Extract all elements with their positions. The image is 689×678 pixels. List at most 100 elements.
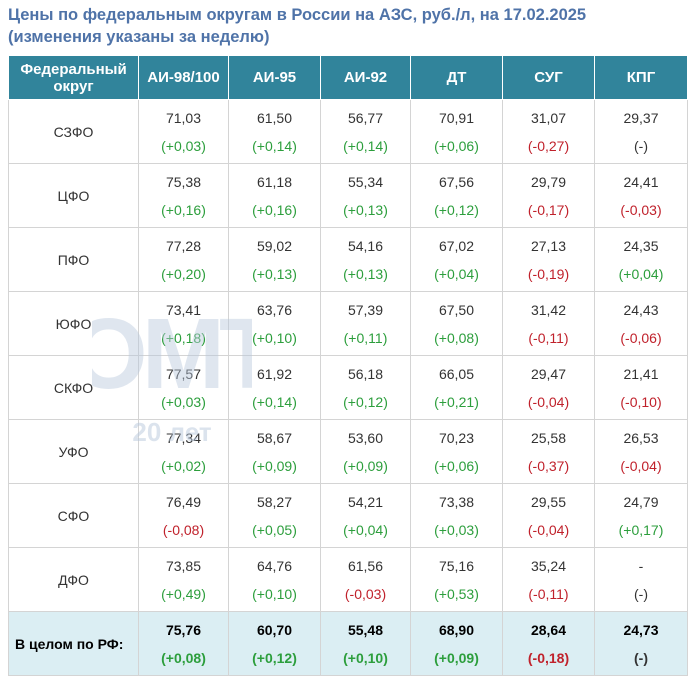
- price-value: 67,02: [438, 237, 475, 254]
- title-line-1: Цены по федеральным округам в России на …: [8, 6, 587, 24]
- price-change: (+0,06): [434, 457, 479, 474]
- price-value: 57,39: [347, 301, 384, 318]
- price-cell: 24,73 (-): [594, 611, 688, 676]
- price-change: (-0,10): [620, 393, 662, 410]
- price-cell: 77,28 (+0,20): [138, 227, 229, 292]
- price-value: 35,24: [530, 557, 567, 574]
- price-change: (+0,12): [252, 649, 297, 666]
- header-kpg: КПГ: [594, 55, 688, 100]
- header-sug: СУГ: [502, 55, 595, 100]
- price-cell: 66,05 (+0,21): [410, 355, 503, 420]
- price-value: 24,35: [623, 237, 659, 254]
- table-row: ПФО 77,28 (+0,20) 59,02 (+0,13) 54,16 (+0,13) 6…: [8, 227, 688, 292]
- page-title: Цены по федеральным округам в России на …: [8, 4, 684, 48]
- price-value: 64,76: [256, 557, 293, 574]
- price-value: 26,53: [623, 429, 659, 446]
- price-cell: 61,50 (+0,14): [228, 99, 321, 164]
- header-ai98: АИ-98/100: [138, 55, 229, 100]
- price-change: (+0,10): [252, 585, 297, 602]
- price-cell: 68,90 (+0,09): [410, 611, 503, 676]
- price-change: (+0,10): [252, 329, 297, 346]
- price-value: 55,48: [347, 621, 384, 638]
- district-name: ЮФО: [8, 291, 139, 356]
- price-cell: 67,50 (+0,08): [410, 291, 503, 356]
- price-change: (-0,04): [620, 457, 662, 474]
- district-name: СЗФО: [8, 99, 139, 164]
- price-cell: 61,56 (-0,03): [320, 547, 411, 612]
- price-cell: 25,58 (-0,37): [502, 419, 595, 484]
- price-cell: 75,38 (+0,16): [138, 163, 229, 228]
- table-row: УФО 77,34 (+0,02) 58,67 (+0,09) 53,60 (+0,09) 7…: [8, 419, 688, 484]
- price-change: (+0,09): [252, 457, 297, 474]
- price-cell: 59,02 (+0,13): [228, 227, 321, 292]
- price-cell: 61,92 (+0,14): [228, 355, 321, 420]
- price-cell: 71,03 (+0,03): [138, 99, 229, 164]
- price-change: (-): [634, 137, 648, 154]
- price-value: 73,38: [438, 493, 475, 510]
- price-change: (+0,14): [343, 137, 388, 154]
- price-value: 24,43: [623, 301, 659, 318]
- price-cell: 26,53 (-0,04): [594, 419, 688, 484]
- price-cell: 77,34 (+0,02): [138, 419, 229, 484]
- price-change: (-0,03): [620, 201, 662, 218]
- price-value: 77,57: [165, 365, 202, 382]
- price-change: (-0,06): [620, 329, 662, 346]
- header-ai95: АИ-95: [228, 55, 321, 100]
- price-change: (-0,37): [527, 457, 570, 474]
- price-change: (+0,04): [618, 265, 664, 282]
- price-change: (+0,12): [434, 201, 479, 218]
- price-value: 61,50: [256, 109, 293, 126]
- price-value: 29,47: [530, 365, 567, 382]
- price-change: (-0,17): [527, 201, 570, 218]
- price-value: 54,21: [347, 493, 384, 510]
- price-value: 53,60: [347, 429, 384, 446]
- price-value: 70,23: [438, 429, 475, 446]
- price-value: 73,85: [165, 557, 202, 574]
- price-change: (+0,11): [343, 329, 388, 346]
- district-name: ПФО: [8, 227, 139, 292]
- price-cell: 58,27 (+0,05): [228, 483, 321, 548]
- price-change: (+0,03): [161, 137, 206, 154]
- price-value: 77,34: [165, 429, 202, 446]
- price-change: (-): [634, 585, 648, 602]
- price-value: 75,16: [438, 557, 475, 574]
- price-change: (+0,13): [252, 265, 297, 282]
- price-change: (+0,06): [434, 137, 479, 154]
- table-row: СФО 76,49 (-0,08) 58,27 (+0,05) 54,21 (+0,04) 7…: [8, 483, 688, 548]
- price-value: 60,70: [256, 621, 293, 638]
- price-cell: 24,43 (-0,06): [594, 291, 688, 356]
- price-change: (+0,13): [343, 201, 388, 218]
- price-cell: 67,02 (+0,04): [410, 227, 503, 292]
- price-value: -: [638, 557, 644, 574]
- price-change: (+0,08): [161, 649, 206, 666]
- price-value: 67,56: [438, 173, 475, 190]
- price-value: 24,41: [623, 173, 659, 190]
- price-change: (+0,08): [434, 329, 479, 346]
- price-value: 73,41: [165, 301, 202, 318]
- header-district: Федеральный округ: [8, 55, 139, 100]
- price-change: (+0,03): [161, 393, 206, 410]
- price-value: 67,50: [438, 301, 475, 318]
- price-value: 29,37: [623, 109, 659, 126]
- price-value: 75,76: [165, 621, 202, 638]
- district-name: УФО: [8, 419, 139, 484]
- table-row: СЗФО 71,03 (+0,03) 61,50 (+0,14) 56,77 (+0,14)…: [8, 99, 688, 164]
- price-value: 61,56: [347, 557, 384, 574]
- price-cell: 53,60 (+0,09): [320, 419, 411, 484]
- price-value: 61,18: [256, 173, 293, 190]
- price-value: 31,42: [530, 301, 567, 318]
- header-dt: ДТ: [410, 55, 503, 100]
- price-value: 56,77: [347, 109, 384, 126]
- price-change: (+0,14): [252, 137, 297, 154]
- price-change: (-0,11): [528, 585, 569, 602]
- price-value: 56,18: [347, 365, 384, 382]
- fuel-prices-table: Федеральный округ АИ-98/100 АИ-95 АИ-92 …: [8, 55, 688, 676]
- district-name: СКФО: [8, 355, 139, 420]
- price-value: 55,34: [347, 173, 384, 190]
- price-value: 25,58: [530, 429, 567, 446]
- price-value: 70,91: [438, 109, 475, 126]
- price-cell: 56,77 (+0,14): [320, 99, 411, 164]
- table-row: ЦФО 75,38 (+0,16) 61,18 (+0,16) 55,34 (+0,13) 6…: [8, 163, 688, 228]
- district-name: В целом по РФ:: [8, 611, 139, 676]
- price-cell: 55,48 (+0,10): [320, 611, 411, 676]
